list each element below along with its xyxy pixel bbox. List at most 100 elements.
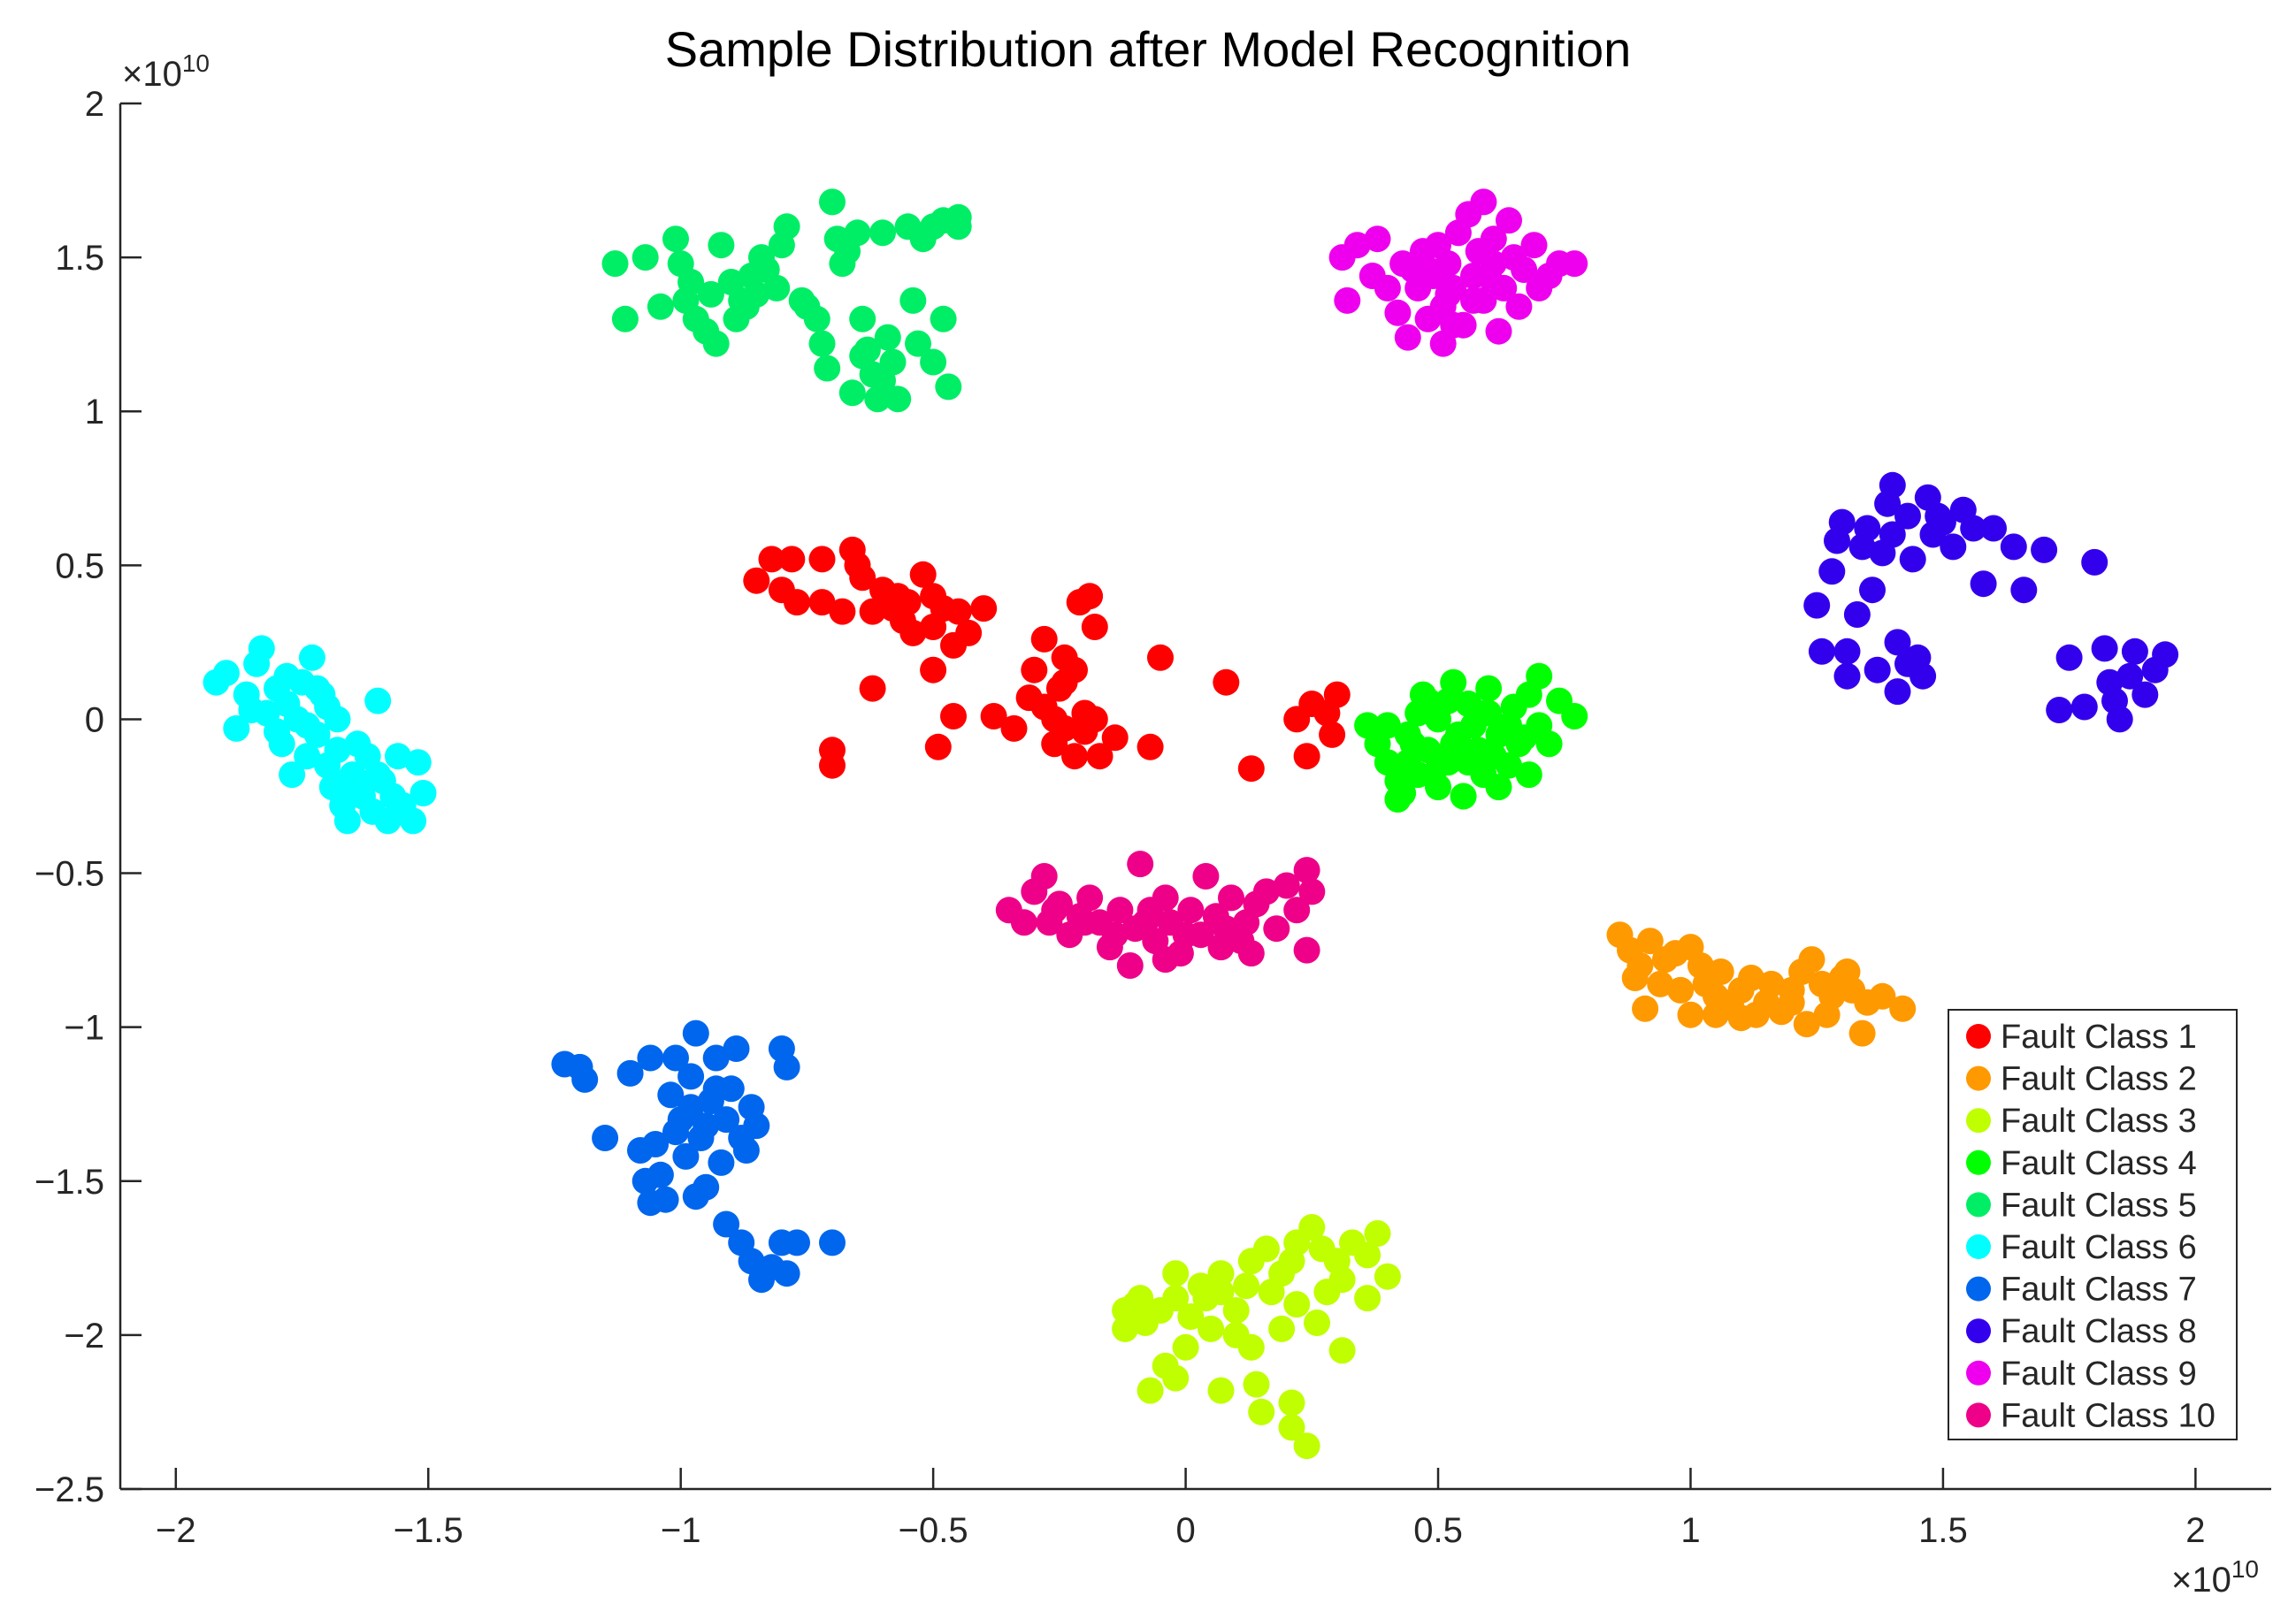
data-point <box>1081 614 1108 640</box>
legend-label: Fault Class 4 <box>2001 1145 2197 1182</box>
data-point <box>1268 1315 1296 1342</box>
data-point <box>672 1142 700 1170</box>
x-tick-label: 0 <box>1175 1511 1195 1550</box>
data-point <box>732 1137 760 1164</box>
data-point <box>1394 324 1421 351</box>
data-point <box>1127 851 1154 878</box>
data-point <box>1222 1297 1250 1324</box>
data-point <box>1323 681 1351 708</box>
data-point <box>1030 625 1058 653</box>
data-point <box>657 1081 685 1109</box>
data-point <box>849 342 876 370</box>
data-point <box>874 324 901 351</box>
data-point <box>1480 225 1507 253</box>
data-point <box>1515 761 1542 789</box>
data-point <box>819 752 846 779</box>
data-point <box>702 330 730 357</box>
data-point <box>1131 909 1159 936</box>
data-point <box>1742 1001 1770 1028</box>
data-point <box>264 718 290 745</box>
x-tick-label: −1 <box>661 1511 701 1550</box>
data-point <box>819 1229 846 1256</box>
data-point <box>702 1044 730 1072</box>
data-point <box>814 355 841 382</box>
data-point <box>1808 638 1835 665</box>
data-point <box>1894 650 1921 677</box>
data-point <box>844 219 871 247</box>
legend: Fault Class 1 Fault Class 2 Fault Class 3 F… <box>1948 1009 2238 1440</box>
legend-marker <box>1966 1402 1991 1428</box>
data-point <box>1925 502 1952 530</box>
data-point <box>1561 250 1588 278</box>
data-point <box>1147 644 1174 671</box>
data-point <box>1647 970 1674 997</box>
data-point <box>1278 1389 1305 1417</box>
data-point <box>940 703 967 729</box>
x-tick-label: 2 <box>2185 1511 2205 1550</box>
data-point <box>1874 490 1902 517</box>
data-point <box>859 675 886 702</box>
data-point <box>1435 280 1462 308</box>
data-point <box>1177 897 1205 924</box>
data-point <box>631 1167 659 1195</box>
data-point <box>1071 699 1098 727</box>
data-point <box>1803 592 1831 619</box>
data-point <box>1833 958 1861 985</box>
legend-label: Fault Class 3 <box>2001 1103 2197 1140</box>
data-point <box>333 807 361 835</box>
data-point <box>1520 232 1548 259</box>
data-point <box>1778 989 1805 1016</box>
data-point <box>1854 515 1881 542</box>
data-point <box>571 1065 599 1093</box>
data-point <box>723 1035 750 1062</box>
data-point <box>829 250 856 278</box>
data-point <box>1374 712 1401 739</box>
data-point <box>1293 743 1320 770</box>
chart-title: Sample Distribution after Model Recognit… <box>665 21 1632 77</box>
y-tick-label: −2 <box>64 1317 104 1356</box>
data-point <box>1813 1001 1841 1028</box>
data-point <box>223 714 250 742</box>
legend-marker <box>1966 1149 1991 1175</box>
data-point <box>1010 909 1037 936</box>
data-point <box>1889 995 1917 1022</box>
data-point <box>400 807 427 835</box>
data-point <box>955 619 983 646</box>
data-point <box>1511 724 1538 752</box>
data-point <box>1970 570 1997 598</box>
data-point <box>869 219 896 247</box>
data-point <box>1833 638 1861 665</box>
data-point <box>1237 940 1265 967</box>
data-point <box>2152 641 2179 668</box>
data-point <box>1435 250 1462 278</box>
y-tick-label: 1 <box>85 393 104 431</box>
data-point <box>1757 970 1785 997</box>
data-point <box>1298 878 1326 905</box>
data-point <box>2106 706 2133 733</box>
data-point <box>2000 533 2027 561</box>
data-point <box>1233 909 1260 936</box>
data-point <box>404 749 432 776</box>
data-point <box>1137 733 1164 760</box>
data-point <box>1818 558 1846 585</box>
data-point <box>1485 774 1512 801</box>
data-point <box>1121 1291 1149 1318</box>
data-point <box>1470 188 1497 216</box>
data-point <box>324 737 351 764</box>
data-point <box>1263 915 1290 943</box>
data-point <box>1207 1377 1235 1404</box>
legend-label: Fault Class 6 <box>2001 1229 2197 1266</box>
data-point <box>1455 749 1482 776</box>
data-point <box>808 546 836 573</box>
x-exponent: ×1010 <box>2171 1555 2259 1600</box>
data-point <box>1319 721 1346 748</box>
data-point <box>1632 995 1659 1022</box>
legend-marker <box>1966 1276 1991 1302</box>
series-6 <box>203 635 437 835</box>
data-point <box>773 1053 800 1081</box>
data-point <box>909 561 937 588</box>
data-point <box>935 373 962 401</box>
y-tick-label: 1.5 <box>55 239 104 278</box>
series-3 <box>1112 1214 1401 1460</box>
data-point <box>1480 250 1507 278</box>
